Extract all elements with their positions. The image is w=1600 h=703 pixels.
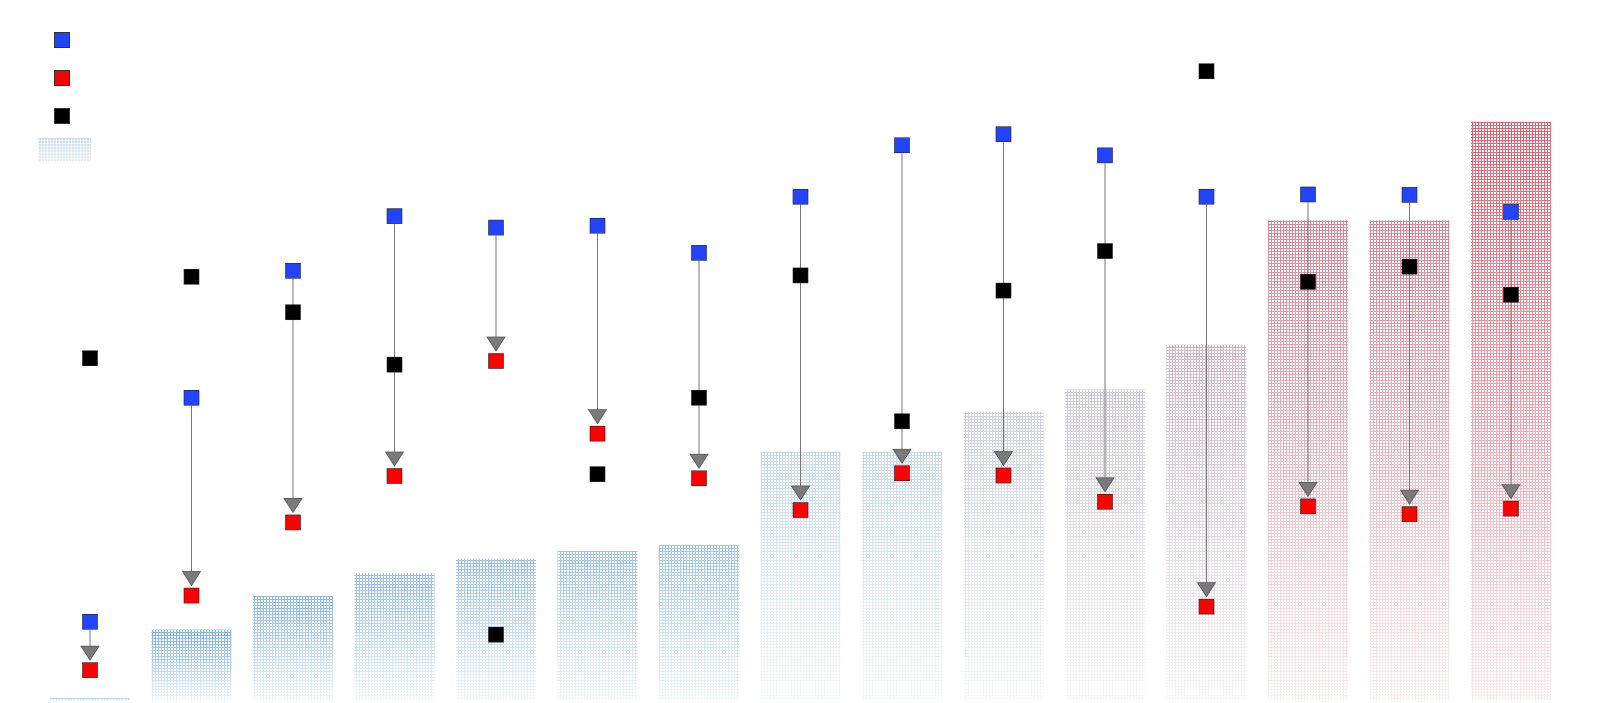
- red-marker-9: [894, 465, 910, 482]
- bar-2: [151, 629, 232, 700]
- red-marker-3: [285, 514, 301, 531]
- bar-1: [50, 698, 130, 700]
- blue-marker-11: [1097, 147, 1113, 164]
- bar-6: [557, 550, 638, 700]
- change-arrow-head-10: [993, 451, 1014, 467]
- black-marker-4: [386, 356, 403, 373]
- black-marker-15: [1503, 286, 1519, 303]
- black-marker-2: [183, 268, 200, 285]
- black-marker-13: [1300, 274, 1316, 290]
- red-marker-10: [995, 467, 1012, 484]
- blue-marker-14: [1401, 187, 1418, 203]
- red-marker-13: [1300, 498, 1316, 515]
- legend-marker-red: [54, 70, 70, 86]
- change-arrow-head-9: [892, 448, 912, 464]
- black-marker-12: [1198, 63, 1215, 79]
- change-arrow-head-6: [587, 409, 608, 425]
- blue-marker-2: [183, 389, 200, 406]
- black-marker-6: [589, 466, 606, 482]
- red-marker-2: [183, 587, 200, 604]
- legend-bar-patch: [38, 138, 91, 162]
- red-marker-1: [82, 662, 98, 678]
- blue-marker-1: [82, 613, 98, 630]
- blue-marker-4: [386, 208, 403, 224]
- black-marker-11: [1097, 243, 1113, 259]
- change-arrow-head-1: [80, 645, 100, 661]
- blue-marker-6: [589, 217, 606, 234]
- legend-marker-black: [54, 108, 70, 124]
- black-marker-8: [792, 267, 809, 284]
- markers-group: [80, 63, 1521, 678]
- red-marker-14: [1401, 506, 1418, 522]
- change-arrow-head-8: [790, 485, 811, 501]
- change-arrow-head-7: [689, 453, 709, 470]
- red-marker-12: [1198, 598, 1215, 615]
- blue-marker-9: [894, 137, 910, 154]
- red-marker-5: [488, 353, 504, 369]
- black-marker-10: [995, 282, 1012, 299]
- red-marker-8: [792, 502, 809, 518]
- bar-3: [253, 596, 333, 700]
- black-marker-3: [285, 304, 301, 321]
- blue-marker-12: [1198, 188, 1215, 205]
- black-marker-7: [691, 389, 707, 406]
- black-marker-5: [488, 626, 504, 643]
- change-arrow-head-4: [384, 451, 405, 467]
- blue-marker-3: [285, 263, 301, 279]
- change-arrow-head-2: [181, 571, 202, 587]
- blue-marker-10: [995, 126, 1012, 142]
- change-arrow-head-3: [283, 498, 303, 514]
- change-arrow-head-11: [1095, 477, 1115, 493]
- change-arrow-head-14: [1399, 489, 1420, 505]
- change-arrow-head-12: [1196, 582, 1217, 598]
- red-marker-15: [1503, 500, 1519, 517]
- blue-marker-15: [1503, 204, 1519, 220]
- black-marker-14: [1401, 258, 1418, 275]
- black-marker-1: [82, 350, 98, 367]
- blue-marker-7: [691, 245, 707, 261]
- bar-7: [659, 544, 739, 700]
- bar-9: [862, 452, 942, 700]
- legend: [34, 30, 94, 170]
- change-arrow-head-15: [1501, 484, 1521, 500]
- blue-marker-8: [792, 188, 809, 205]
- legend-marker-blue: [54, 32, 70, 48]
- change-arrow-head-13: [1298, 481, 1318, 498]
- red-marker-7: [691, 470, 707, 487]
- blue-marker-5: [488, 219, 504, 236]
- black-marker-9: [894, 413, 910, 430]
- red-marker-6: [589, 425, 606, 442]
- blue-marker-13: [1300, 186, 1316, 203]
- red-marker-4: [386, 468, 403, 484]
- bar-4: [354, 573, 435, 700]
- change-arrow-head-5: [486, 336, 506, 352]
- red-marker-11: [1097, 493, 1113, 510]
